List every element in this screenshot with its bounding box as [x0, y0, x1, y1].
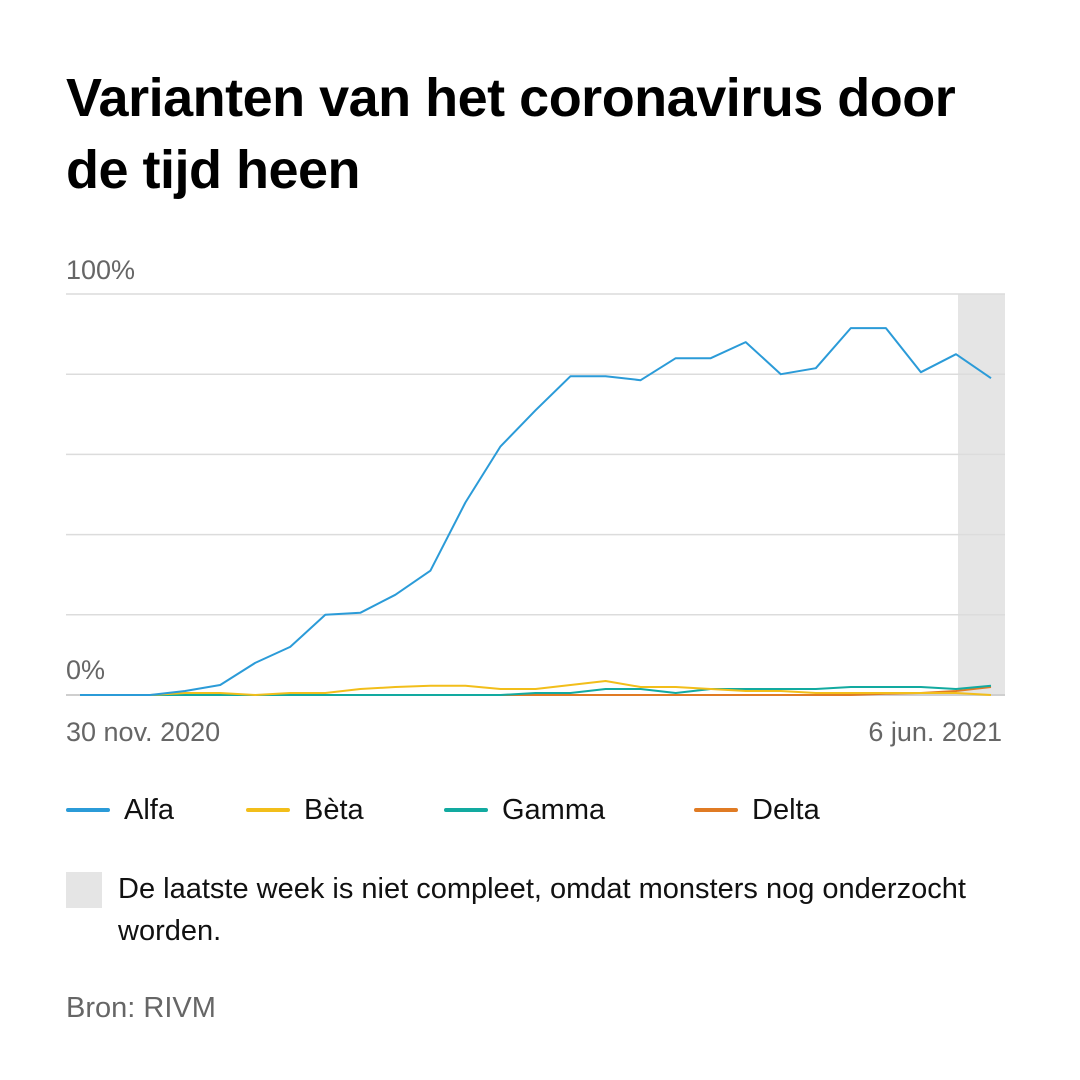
- legend-item-gamma: Gamma: [444, 788, 605, 832]
- legend-swatch: [246, 808, 290, 812]
- legend-swatch: [66, 808, 110, 812]
- legend-label: Alfa: [124, 793, 174, 826]
- series-line-alfa: [80, 327, 992, 696]
- legend-item-delta: Delta: [694, 788, 820, 832]
- legend-swatch: [444, 808, 488, 812]
- gridlines: [66, 293, 1005, 696]
- series-lines: [80, 327, 992, 696]
- legend-label: Gamma: [502, 793, 606, 826]
- series-line-beta: [80, 680, 992, 696]
- legend-swatch: [694, 808, 738, 812]
- legend-label: Bèta: [304, 793, 364, 826]
- source-label: Bron: RIVM: [66, 992, 216, 1024]
- legend-item-alfa: Alfa: [66, 788, 174, 832]
- series-line-gamma: [80, 684, 992, 696]
- chart-title: Varianten van het coronavirus door de ti…: [66, 68, 956, 200]
- y-axis-top-label: 100%: [66, 255, 135, 285]
- x-axis-start-label: 30 nov. 2020: [66, 717, 220, 747]
- legend: Alfa Bèta Gamma Delta: [66, 788, 1016, 832]
- y-axis-bottom-label: 0%: [66, 655, 105, 685]
- note-text: De laatste week is niet compleet, omdat …: [118, 873, 966, 947]
- line-chart: 100% 0% 30 nov. 2020 6 jun. 2021: [66, 255, 1005, 747]
- note-swatch: [66, 872, 102, 908]
- x-axis-end-label: 6 jun. 2021: [868, 717, 1002, 747]
- legend-label: Delta: [752, 793, 820, 826]
- incomplete-week-shade: [958, 294, 1005, 695]
- legend-item-beta: Bèta: [246, 788, 364, 832]
